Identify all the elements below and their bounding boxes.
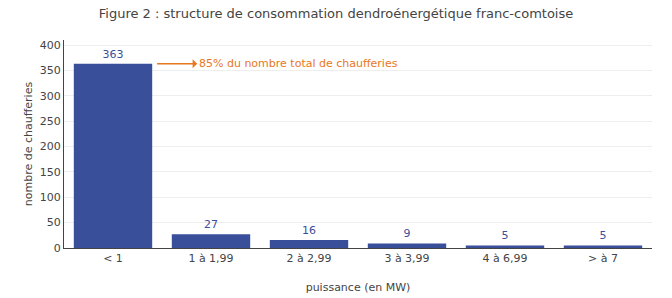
svg-text:puissance (en MW): puissance (en MW) (306, 281, 411, 294)
svg-text:16: 16 (302, 224, 316, 237)
svg-text:27: 27 (204, 218, 218, 231)
svg-text:363: 363 (103, 48, 124, 61)
svg-text:> à 7: > à 7 (588, 252, 618, 265)
svg-text:150: 150 (40, 166, 61, 179)
svg-text:Figure 2 : structure de consom: Figure 2 : structure de consommation den… (99, 6, 574, 21)
svg-text:1 à 1,99: 1 à 1,99 (188, 252, 233, 265)
svg-text:100: 100 (40, 191, 61, 204)
svg-text:nombre de chaufferies: nombre de chaufferies (22, 82, 35, 207)
svg-text:< 1: < 1 (103, 252, 123, 265)
svg-text:4 à 6,99: 4 à 6,99 (482, 252, 527, 265)
svg-text:2 à 2,99: 2 à 2,99 (286, 252, 331, 265)
svg-text:3 à 3,99: 3 à 3,99 (384, 252, 429, 265)
svg-text:400: 400 (40, 39, 61, 52)
svg-text:200: 200 (40, 140, 61, 153)
svg-text:300: 300 (40, 90, 61, 103)
svg-text:250: 250 (40, 115, 61, 128)
svg-text:9: 9 (404, 227, 411, 240)
svg-text:50: 50 (47, 216, 61, 229)
svg-text:350: 350 (40, 64, 61, 77)
svg-text:85% du nombre total de chauffe: 85% du nombre total de chaufferies (199, 57, 398, 70)
svg-text:5: 5 (600, 229, 607, 242)
svg-text:5: 5 (502, 229, 509, 242)
svg-text:0: 0 (54, 242, 61, 255)
